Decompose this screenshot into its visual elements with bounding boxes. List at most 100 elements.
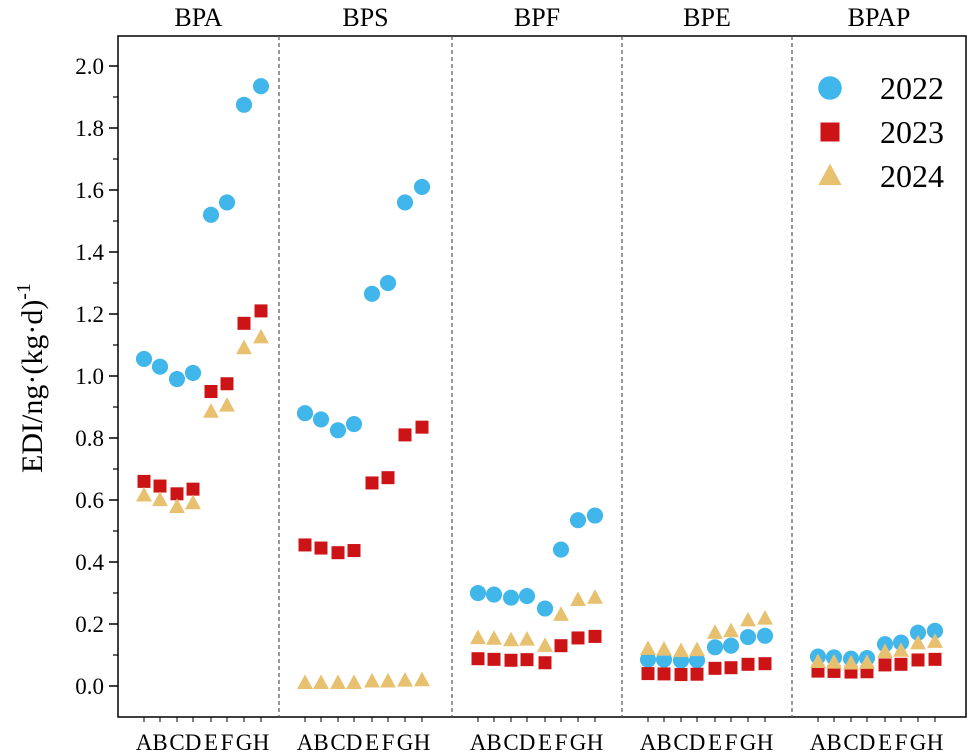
data-point-2022 <box>469 584 487 602</box>
data-point-2024 <box>843 654 859 670</box>
data-point-2023 <box>254 304 268 318</box>
y-tick-label: 2.0 <box>75 54 104 79</box>
x-tick-label: H <box>414 730 431 755</box>
data-point-2022 <box>485 586 503 603</box>
y-axis-label: EDI/ng·(kg·d)-1 <box>13 283 49 473</box>
legend: 2022 2023 2024 <box>818 70 944 194</box>
data-point-2024 <box>656 640 672 656</box>
data-point-2023 <box>641 667 655 681</box>
data-point-2023 <box>314 541 328 555</box>
data-point-2023 <box>571 631 585 645</box>
x-tick-label: F <box>555 730 568 755</box>
x-tick-label: C <box>673 730 688 755</box>
y-axis-label-text: EDI/ng·(kg·d) <box>16 300 49 473</box>
data-point-2023 <box>170 487 184 501</box>
y-tick-label: 1.6 <box>75 178 104 203</box>
data-point-2024 <box>877 643 893 659</box>
panel-title: BPAP <box>848 3 911 32</box>
data-point-2022 <box>329 422 347 439</box>
data-point-2022 <box>909 624 927 641</box>
x-tick-label: E <box>365 730 379 755</box>
legend-marker <box>818 76 842 100</box>
data-point-2023 <box>471 652 485 666</box>
data-point-2024 <box>810 653 826 668</box>
data-point-2023 <box>928 652 942 666</box>
data-point-2023 <box>331 546 345 560</box>
x-tick-label: G <box>740 730 757 755</box>
data-point-2023 <box>237 316 251 330</box>
x-tick-label: F <box>382 730 395 755</box>
x-tick-label: D <box>859 730 876 755</box>
data-point-2023 <box>186 482 200 496</box>
legend-label: 2023 <box>880 114 944 150</box>
data-point-2024 <box>414 671 430 687</box>
y-tick-label: 1.8 <box>75 116 104 141</box>
data-point-2022 <box>396 194 414 211</box>
y-tick-label: 1.2 <box>75 302 104 327</box>
data-point-2024 <box>519 631 535 646</box>
data-point-2023 <box>554 639 568 653</box>
panel-separators <box>278 36 793 717</box>
data-point-2024 <box>927 633 943 648</box>
data-point-2023 <box>674 668 688 682</box>
data-point-2024 <box>740 611 756 627</box>
data-point-2023 <box>220 377 234 391</box>
panel-title: BPE <box>683 3 731 32</box>
data-point-2022 <box>655 651 673 668</box>
data-point-2023 <box>381 471 395 485</box>
x-tick-label: D <box>346 730 363 755</box>
data-point-2022 <box>502 589 520 606</box>
data-point-2023 <box>398 428 412 442</box>
x-tick-label: F <box>895 730 908 755</box>
y-tick-label: 0.8 <box>75 426 104 451</box>
x-tick-label: A <box>640 730 657 755</box>
data-point-2024 <box>587 589 603 604</box>
data-point-2024 <box>346 674 362 690</box>
data-point-2022 <box>252 78 270 95</box>
panel-titles: BPA BPS BPF BPE BPAP <box>174 3 910 32</box>
x-tick-label: A <box>470 730 487 755</box>
data-point-2023 <box>741 657 755 671</box>
data-point-2022 <box>202 206 220 223</box>
data-point-2022 <box>706 639 724 656</box>
data-point-2022 <box>363 285 381 302</box>
y-axis-label-superscript: -1 <box>13 283 35 300</box>
data-point-2024 <box>152 491 168 507</box>
data-point-2024 <box>723 622 739 638</box>
x-tick-label: B <box>656 730 671 755</box>
data-point-2022 <box>586 507 604 524</box>
data-point-2023 <box>487 652 501 666</box>
x-tick-label: B <box>313 730 328 755</box>
x-tick-label: H <box>253 730 270 755</box>
x-tick-label: G <box>570 730 587 755</box>
y-tick-label: 0.4 <box>75 550 104 575</box>
x-tick-label: G <box>397 730 414 755</box>
data-point-2024 <box>236 339 252 355</box>
data-point-2024 <box>253 328 269 344</box>
data-point-2022 <box>235 96 253 113</box>
data-point-2023 <box>137 474 151 488</box>
panel-title: BPF <box>514 3 560 32</box>
x-tick-label: H <box>757 730 774 755</box>
data-point-2023 <box>657 667 671 681</box>
data-point-2023 <box>708 661 722 675</box>
data-point-2023 <box>724 661 738 675</box>
x-tick-label: C <box>169 730 184 755</box>
x-tick-label: C <box>330 730 345 755</box>
data-point-2022 <box>722 637 740 654</box>
data-point-2024 <box>537 637 553 652</box>
data-point-2024 <box>203 403 219 418</box>
x-tick-label: D <box>185 730 202 755</box>
data-point-2024 <box>757 609 773 625</box>
data-point-2023 <box>588 629 602 643</box>
x-tick-label: E <box>204 730 218 755</box>
data-point-2023 <box>365 476 379 490</box>
x-tick-label: H <box>927 730 944 755</box>
x-tick-label: E <box>538 730 552 755</box>
x-tick-label: D <box>689 730 706 755</box>
data-point-2023 <box>153 479 167 493</box>
data-point-2023 <box>204 385 218 398</box>
y-tick-label: 0.2 <box>75 612 104 637</box>
x-tick-label: G <box>236 730 253 755</box>
